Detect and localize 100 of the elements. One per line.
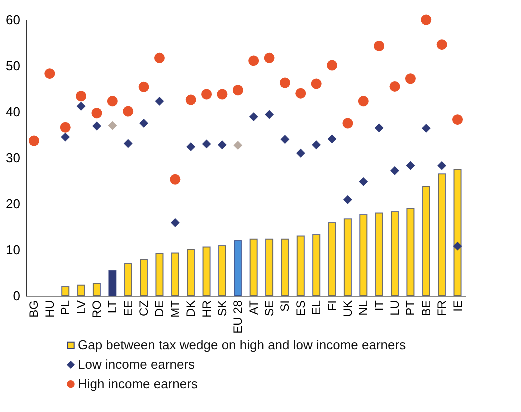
point — [124, 139, 133, 148]
legend-label: Low income earners — [78, 357, 196, 372]
x-tick-label: SI — [278, 300, 292, 312]
x-tick-label: LV — [74, 300, 88, 314]
bar — [328, 222, 336, 296]
point — [76, 91, 87, 102]
y-tick-label: 20 — [6, 196, 20, 212]
x-tick-label: EL — [310, 300, 324, 316]
point — [61, 132, 70, 142]
bar — [62, 286, 70, 296]
bar — [344, 218, 352, 296]
point — [421, 14, 432, 26]
point — [92, 122, 102, 131]
bar — [390, 211, 400, 296]
point — [265, 110, 274, 120]
bar — [234, 240, 242, 296]
bar — [438, 174, 446, 296]
x-tick-label: UK — [340, 300, 355, 318]
point — [76, 102, 86, 111]
x-tick-label: HU — [42, 300, 57, 318]
y-tick-label: 30 — [6, 150, 20, 166]
x-tick-label: BG — [27, 300, 42, 318]
point — [138, 82, 150, 92]
bar — [281, 238, 290, 296]
y-tick-label: 50 — [6, 58, 20, 74]
x-tick-label: RO — [90, 300, 104, 318]
point — [186, 142, 196, 152]
x-tick-label: BE — [419, 300, 434, 317]
point — [107, 96, 118, 107]
x-tick-label: CZ — [137, 300, 152, 316]
bar — [202, 246, 211, 296]
point — [44, 68, 56, 80]
x-tick-label: EU 28 — [231, 300, 246, 334]
point — [170, 218, 180, 228]
x-tick-label: IE — [450, 300, 465, 312]
x-tick-label: SE — [262, 300, 277, 317]
point — [453, 242, 462, 251]
point — [202, 140, 212, 149]
point — [264, 52, 275, 64]
bar — [454, 169, 462, 296]
bar — [375, 212, 384, 296]
point — [374, 40, 385, 52]
x-tick-label: MT — [168, 300, 182, 318]
legend-label: High income earners — [78, 376, 198, 392]
y-tick-label: 0 — [13, 288, 20, 304]
x-tick-label: PL — [58, 300, 73, 316]
bar — [77, 284, 86, 296]
point — [217, 89, 228, 100]
x-tick-label: IT — [372, 300, 386, 312]
point — [202, 89, 212, 100]
x-tick-label: NL — [356, 300, 371, 316]
point — [296, 88, 306, 99]
x-tick-label: AT — [246, 300, 261, 315]
bar — [140, 259, 148, 296]
point — [311, 78, 322, 90]
point — [343, 195, 352, 204]
point — [438, 161, 447, 170]
bar — [156, 253, 164, 296]
point — [92, 108, 102, 119]
legend-label: Gap between tax wedge on high and low income earners — [78, 338, 407, 353]
point — [374, 124, 384, 133]
bar — [422, 186, 430, 296]
point — [218, 140, 227, 150]
point — [358, 96, 369, 107]
point — [296, 148, 306, 158]
point — [280, 78, 290, 88]
bar — [108, 270, 117, 296]
point — [28, 136, 40, 146]
point — [390, 81, 400, 92]
y-tick-label: 60 — [6, 12, 20, 28]
x-tick-label: PT — [404, 300, 418, 316]
point — [406, 161, 416, 170]
point — [154, 52, 165, 64]
point — [108, 121, 118, 130]
bar — [171, 252, 180, 296]
point — [60, 122, 71, 133]
point — [140, 119, 149, 128]
point — [155, 96, 164, 106]
bar — [187, 249, 196, 296]
bar — [92, 283, 102, 296]
x-tick-label: LT — [106, 300, 120, 314]
point — [232, 85, 244, 96]
x-tick-label: FR — [435, 300, 450, 316]
x-tick-label: DK — [184, 300, 198, 318]
point — [422, 124, 431, 134]
point — [327, 60, 338, 71]
bar — [250, 238, 258, 296]
point — [405, 74, 416, 84]
point — [312, 140, 322, 150]
x-tick-label: DE — [152, 300, 167, 318]
y-tick-label: 10 — [6, 242, 20, 258]
x-tick-label: LU — [388, 300, 402, 316]
point — [359, 177, 368, 186]
bar — [406, 208, 415, 296]
bar — [218, 245, 226, 296]
point — [186, 94, 196, 106]
bar — [312, 234, 321, 296]
point — [328, 134, 337, 144]
bar — [296, 236, 305, 296]
point — [248, 56, 260, 66]
